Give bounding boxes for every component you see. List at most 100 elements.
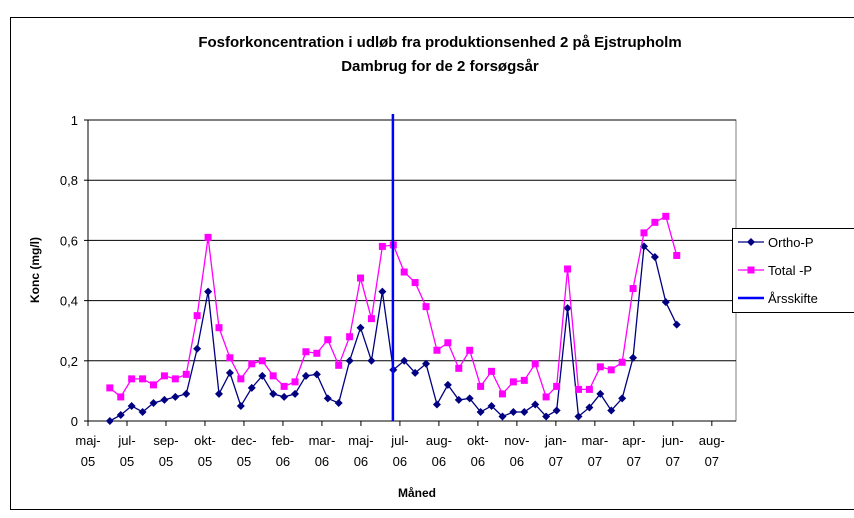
- data-point: [116, 410, 125, 419]
- x-tick-label: aug-06: [426, 433, 452, 469]
- x-tick-label: mar-07: [581, 433, 608, 469]
- data-point: [193, 344, 202, 353]
- x-tick-label: maj-05: [75, 433, 100, 469]
- data-point: [673, 251, 681, 259]
- data-point: [356, 323, 365, 332]
- data-point: [237, 375, 245, 383]
- data-point: [105, 417, 114, 425]
- data-point: [313, 349, 321, 357]
- data-point: [280, 382, 288, 390]
- data-point: [574, 412, 583, 421]
- data-point: [149, 398, 158, 407]
- data-point: [258, 371, 267, 380]
- data-point: [323, 394, 332, 403]
- data-point: [335, 361, 343, 369]
- data-point: [160, 395, 169, 404]
- plot-area: [87, 119, 737, 422]
- data-point: [280, 392, 289, 401]
- data-point: [291, 389, 300, 398]
- legend-marker: [747, 238, 755, 246]
- data-point: [357, 274, 365, 282]
- x-tick-label: maj-06: [348, 433, 373, 469]
- data-point: [466, 346, 474, 354]
- data-point: [215, 389, 224, 398]
- x-tick-label: apr-07: [622, 433, 645, 469]
- data-point: [672, 320, 681, 329]
- x-tick-label: jun-07: [661, 433, 684, 469]
- y-tick-label: 1: [71, 113, 78, 128]
- data-point: [171, 375, 179, 383]
- data-point: [542, 393, 550, 401]
- data-point: [520, 376, 528, 384]
- data-point: [618, 358, 626, 366]
- x-axis-label: Måned: [398, 486, 436, 500]
- data-point: [411, 368, 420, 377]
- chart-title: Fosforkoncentration i udløb fra produkti…: [198, 34, 681, 51]
- data-point: [640, 229, 648, 237]
- data-point: [607, 366, 615, 374]
- data-point: [312, 370, 321, 379]
- y-tick-label: 0,4: [60, 294, 78, 309]
- data-point: [411, 279, 419, 287]
- data-point: [150, 381, 158, 389]
- data-point: [629, 353, 638, 362]
- data-point: [498, 412, 507, 421]
- data-point: [346, 333, 354, 341]
- data-point: [629, 285, 637, 293]
- legend-marker: [747, 266, 755, 274]
- data-point: [520, 407, 529, 416]
- data-point: [432, 400, 441, 409]
- data-point: [345, 356, 354, 365]
- data-point: [487, 401, 496, 410]
- data-point: [455, 364, 463, 372]
- x-tick-label: feb-06: [272, 433, 294, 469]
- data-point: [618, 394, 627, 403]
- legend-label: Ortho-P: [768, 235, 814, 250]
- data-point: [661, 298, 670, 307]
- legend-label: Årsskifte: [768, 291, 818, 306]
- data-point: [531, 360, 539, 368]
- data-point: [106, 384, 114, 392]
- data-point: [301, 371, 310, 380]
- chart-frame: [10, 17, 854, 510]
- data-point: [542, 412, 551, 421]
- data-point: [226, 354, 234, 362]
- data-point: [291, 378, 299, 386]
- data-point: [258, 357, 266, 365]
- data-point: [476, 407, 485, 416]
- data-point: [574, 385, 582, 393]
- data-point: [324, 336, 332, 344]
- data-point: [334, 398, 343, 407]
- data-point: [488, 367, 496, 375]
- data-point: [650, 252, 659, 261]
- x-tick-label: aug-07: [699, 433, 725, 469]
- data-point: [248, 360, 256, 368]
- data-point: [585, 385, 593, 393]
- data-point: [552, 406, 561, 415]
- data-point: [128, 375, 136, 383]
- x-tick-label: dec-05: [231, 433, 256, 469]
- data-point: [662, 212, 670, 220]
- data-point: [509, 378, 517, 386]
- y-tick-label: 0,8: [60, 173, 78, 188]
- data-point: [585, 403, 594, 412]
- y-axis-label: Konc (mg/l): [28, 237, 42, 303]
- x-tick-label: okt-06: [467, 433, 489, 469]
- data-point: [422, 359, 431, 368]
- x-tick-label: jul-06: [390, 433, 408, 469]
- data-point: [509, 407, 518, 416]
- data-point: [422, 303, 430, 311]
- y-tick-label: 0,6: [60, 233, 78, 248]
- data-point: [182, 389, 191, 398]
- data-point: [378, 287, 387, 296]
- data-point: [443, 380, 452, 389]
- data-point: [400, 268, 408, 276]
- data-point: [607, 406, 616, 415]
- data-point: [553, 382, 561, 390]
- data-point: [171, 392, 180, 401]
- data-point: [269, 389, 278, 398]
- data-point: [378, 242, 386, 250]
- data-point: [127, 401, 136, 410]
- x-tick-label: mar-06: [309, 433, 336, 469]
